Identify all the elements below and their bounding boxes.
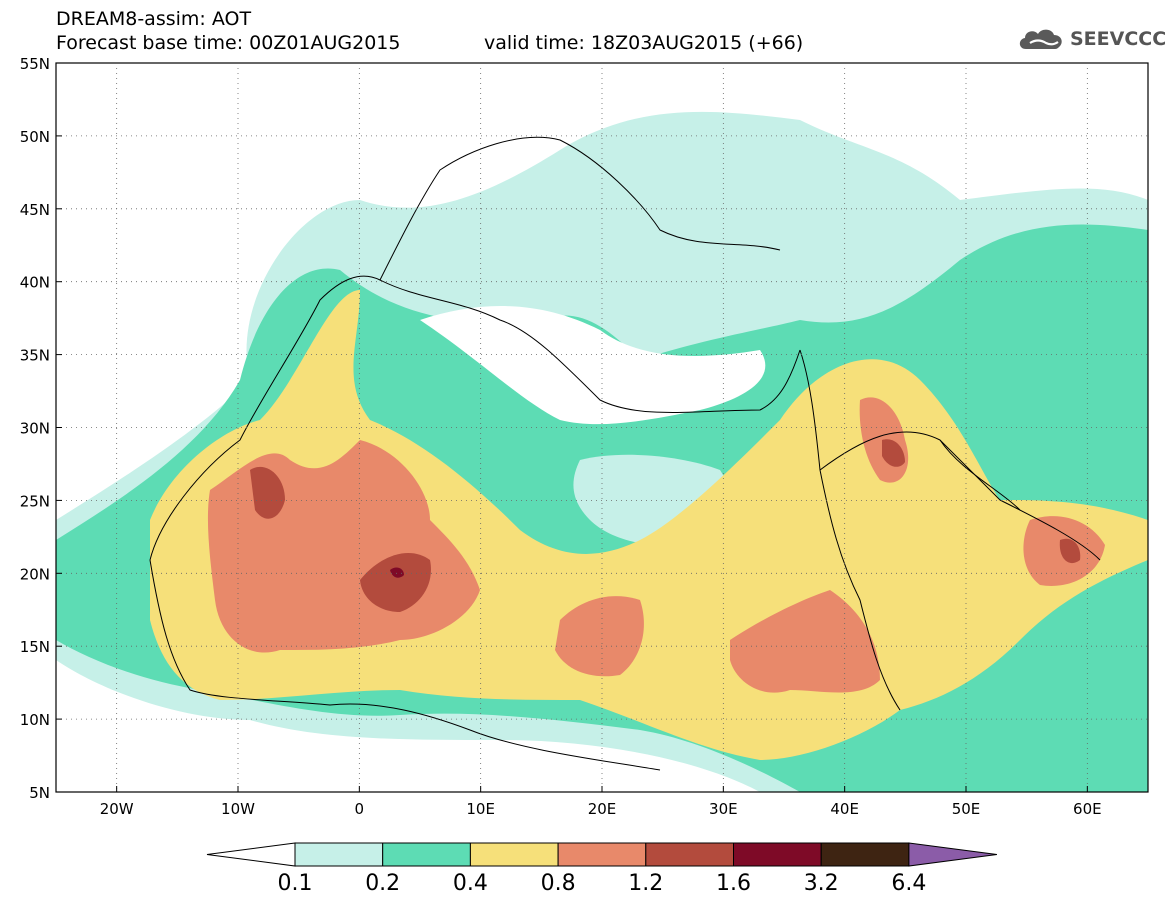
forecast-base-time: Forecast base time: 00Z01AUG2015: [56, 32, 401, 54]
legend-label: 1.6: [716, 871, 751, 896]
legend-overflow-triangle: [908, 842, 997, 867]
lat-tick-label: 15N: [20, 638, 50, 656]
legend-label: 6.4: [891, 871, 926, 896]
map-frame: [55, 62, 1149, 793]
lon-tick-label: 60E: [1073, 800, 1102, 818]
aot-band-0.1: [56, 111, 1148, 792]
lat-tick-label: 35N: [20, 347, 50, 365]
aot-band-1.2-oman: [1059, 538, 1081, 564]
legend-label: 0.8: [541, 871, 576, 896]
aot-band-0.8-west: [207, 440, 480, 653]
aot-field: [56, 111, 1148, 792]
aot-band-0.8-oman: [1023, 516, 1105, 586]
coastlines: [149, 136, 1101, 771]
seevccc-logo: SEEVCCC: [1016, 24, 1165, 54]
lat-tick-label: 30N: [20, 420, 50, 438]
lon-tick-label: 30E: [709, 800, 738, 818]
aot-gap-libya: [573, 454, 731, 547]
aot-band-0.4: [150, 290, 1148, 760]
lat-tick-label: 40N: [20, 274, 50, 292]
legend-color-box: [294, 842, 384, 867]
aot-band-1.2-iraq: [882, 439, 905, 467]
legend-underflow-triangle: [206, 842, 296, 867]
aot-legend: 0.1 0.2 0.4 0.8 1.2 1.6 3.2 6.4: [206, 842, 997, 896]
legend-color-box: [645, 842, 734, 867]
legend-color-box: [557, 842, 647, 867]
lon-tick-label: 10W: [221, 800, 255, 818]
map-title: DREAM8-assim: AOT: [56, 8, 252, 30]
logo-text: SEEVCCC: [1070, 28, 1165, 50]
valid-time: valid time: 18Z03AUG2015 (+66): [484, 32, 804, 54]
aot-gap-mediterranean: [420, 306, 766, 425]
lon-tick-label: 20E: [588, 800, 617, 818]
legend-label: 0.1: [278, 871, 313, 896]
legend-label: 1.2: [628, 871, 663, 896]
lat-tick-label: 45N: [20, 201, 50, 219]
lon-tick-label: 0: [355, 800, 365, 818]
lat-tick-label: 55N: [20, 55, 50, 73]
lat-tick-label: 50N: [20, 128, 50, 146]
graticule: [56, 63, 1148, 792]
cloud-icon: [1019, 29, 1062, 49]
axis-ticks: 5N 10N 15N 20N 25N 30N 35N 40N 45N 50N 55N 20W 10W 0 1…: [20, 55, 1102, 818]
lon-tick-label: 40E: [830, 800, 859, 818]
aot-band-1.2-mauritania: [250, 466, 285, 519]
aot-band-0.8-chad: [555, 596, 644, 677]
legend-label: 3.2: [804, 871, 839, 896]
lat-tick-label: 10N: [20, 711, 50, 729]
lat-tick-label: 25N: [20, 492, 50, 510]
aot-band-0.8-sudan: [730, 590, 880, 693]
legend-color-box: [382, 842, 471, 867]
aot-band-1.6-peak: [390, 567, 404, 578]
lon-tick-label: 50E: [952, 800, 981, 818]
aot-band-1.2-mali: [360, 552, 431, 612]
lon-tick-label: 20W: [100, 800, 134, 818]
legend-label: 0.2: [365, 871, 400, 896]
legend-label: 0.4: [453, 871, 488, 896]
legend-color-box: [469, 842, 559, 867]
legend-color-box: [820, 842, 910, 867]
lat-tick-label: 5N: [29, 784, 50, 802]
lat-tick-label: 20N: [20, 565, 50, 583]
legend-color-box: [733, 842, 822, 867]
aot-band-0.8-arabia: [859, 397, 909, 483]
aot-band-0.2: [56, 224, 1148, 792]
lon-tick-label: 10E: [466, 800, 495, 818]
